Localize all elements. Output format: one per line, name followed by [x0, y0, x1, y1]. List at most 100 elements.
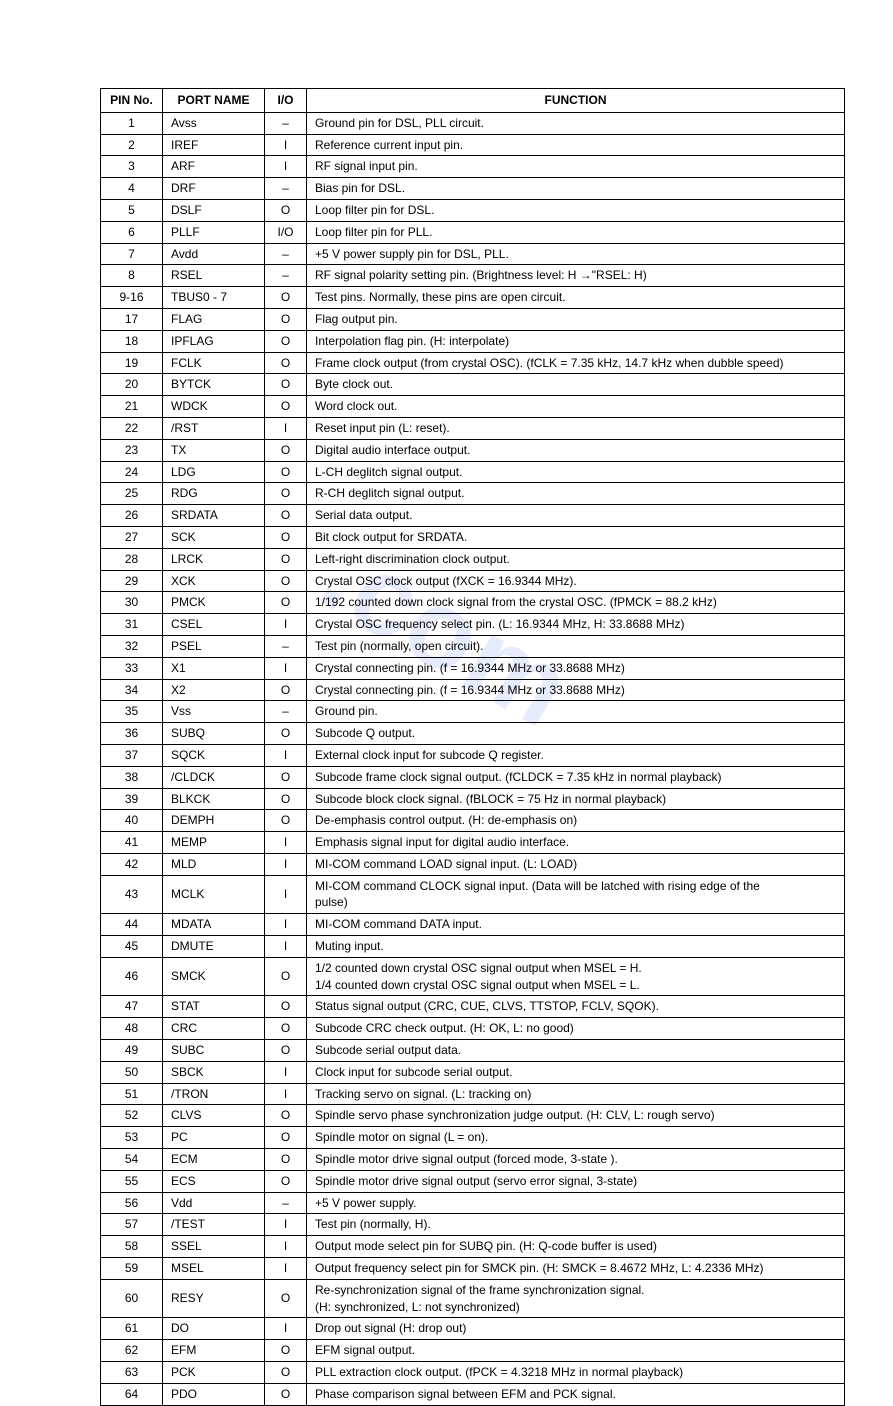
- cell-function-line: RF signal polarity setting pin. (Brightn…: [315, 267, 838, 284]
- cell-function-line: Flag output pin.: [315, 311, 838, 328]
- cell-io: O: [265, 308, 307, 330]
- cell-port: /RST: [163, 417, 265, 439]
- cell-function-line: Serial data output.: [315, 507, 838, 524]
- cell-function-line: Crystal connecting pin. (f = 16.9344 MHz…: [315, 682, 838, 699]
- cell-function-line: Subcode frame clock signal output. (fCLD…: [315, 769, 838, 786]
- cell-io: I: [265, 134, 307, 156]
- cell-pin: 4: [101, 178, 163, 200]
- cell-pin: 5: [101, 199, 163, 221]
- table-row: 45DMUTEIMuting input.: [101, 936, 845, 958]
- cell-io: I: [265, 1236, 307, 1258]
- table-row: 26SRDATAOSerial data output.: [101, 505, 845, 527]
- cell-io: –: [265, 178, 307, 200]
- cell-function: Subcode Q output.: [307, 723, 845, 745]
- cell-function: MI-COM command CLOCK signal input. (Data…: [307, 875, 845, 914]
- table-row: 32PSEL–Test pin (normally, open circuit)…: [101, 635, 845, 657]
- cell-io: O: [265, 1105, 307, 1127]
- cell-function-line: 1/2 counted down crystal OSC signal outp…: [315, 960, 838, 977]
- cell-io: I: [265, 832, 307, 854]
- cell-pin: 32: [101, 635, 163, 657]
- cell-io: –: [265, 635, 307, 657]
- col-header-pin: PIN No.: [101, 89, 163, 113]
- cell-port: SRDATA: [163, 505, 265, 527]
- cell-function-line: Byte clock out.: [315, 376, 838, 393]
- cell-io: O: [265, 439, 307, 461]
- table-row: 34X2OCrystal connecting pin. (f = 16.934…: [101, 679, 845, 701]
- cell-port: IREF: [163, 134, 265, 156]
- cell-port: PCK: [163, 1362, 265, 1384]
- table-row: 51/TRONITracking servo on signal. (L: tr…: [101, 1083, 845, 1105]
- cell-port: SUBC: [163, 1040, 265, 1062]
- cell-function-line: Subcode CRC check output. (H: OK, L: no …: [315, 1020, 838, 1037]
- cell-pin: 26: [101, 505, 163, 527]
- cell-port: X1: [163, 657, 265, 679]
- cell-function: Left-right discrimination clock output.: [307, 548, 845, 570]
- cell-function: +5 V power supply.: [307, 1192, 845, 1214]
- cell-pin: 60: [101, 1279, 163, 1318]
- cell-pin: 43: [101, 875, 163, 914]
- cell-function-line: Crystal OSC clock output (fXCK = 16.9344…: [315, 573, 838, 590]
- cell-pin: 45: [101, 936, 163, 958]
- cell-pin: 1: [101, 112, 163, 134]
- col-header-func: FUNCTION: [307, 89, 845, 113]
- cell-function: Crystal connecting pin. (f = 16.9344 MHz…: [307, 657, 845, 679]
- cell-function-line: Reference current input pin.: [315, 137, 838, 154]
- cell-function-line: Crystal connecting pin. (f = 16.9344 MHz…: [315, 660, 838, 677]
- cell-function: Re-synchronization signal of the frame s…: [307, 1279, 845, 1318]
- table-row: 28LRCKOLeft-right discrimination clock o…: [101, 548, 845, 570]
- table-row: 25RDGOR-CH deglitch signal output.: [101, 483, 845, 505]
- cell-function-line: Interpolation flag pin. (H: interpolate): [315, 333, 838, 350]
- cell-port: SCK: [163, 526, 265, 548]
- table-row: 3ARFIRF signal input pin.: [101, 156, 845, 178]
- cell-pin: 38: [101, 766, 163, 788]
- cell-io: O: [265, 396, 307, 418]
- cell-function-line: Spindle motor on signal (L = on).: [315, 1129, 838, 1146]
- page: .com PIN No. PORT NAME I/O FUNCTION 1Avs…: [0, 0, 893, 1263]
- cell-io: O: [265, 592, 307, 614]
- cell-function: MI-COM command LOAD signal input. (L: LO…: [307, 853, 845, 875]
- cell-io: O: [265, 1362, 307, 1384]
- cell-function: Serial data output.: [307, 505, 845, 527]
- cell-io: O: [265, 766, 307, 788]
- cell-io: I/O: [265, 221, 307, 243]
- cell-pin: 21: [101, 396, 163, 418]
- cell-function-line: Bit clock output for SRDATA.: [315, 529, 838, 546]
- cell-function: Emphasis signal input for digital audio …: [307, 832, 845, 854]
- cell-port: MLD: [163, 853, 265, 875]
- table-row: 43MCLKIMI-COM command CLOCK signal input…: [101, 875, 845, 914]
- cell-port: /CLDCK: [163, 766, 265, 788]
- cell-pin: 56: [101, 1192, 163, 1214]
- cell-io: O: [265, 996, 307, 1018]
- cell-pin: 47: [101, 996, 163, 1018]
- table-row: 30PMCKO1/192 counted down clock signal f…: [101, 592, 845, 614]
- cell-io: O: [265, 1127, 307, 1149]
- table-row: 60RESYORe-synchronization signal of the …: [101, 1279, 845, 1318]
- table-row: 58SSELIOutput mode select pin for SUBQ p…: [101, 1236, 845, 1258]
- cell-function: Output frequency select pin for SMCK pin…: [307, 1258, 845, 1280]
- cell-port: PMCK: [163, 592, 265, 614]
- cell-function: EFM signal output.: [307, 1340, 845, 1362]
- cell-function-line: Ground pin for DSL, PLL circuit.: [315, 115, 838, 132]
- table-row: 20BYTCKOByte clock out.: [101, 374, 845, 396]
- cell-io: O: [265, 788, 307, 810]
- table-row: 55ECSOSpindle motor drive signal output …: [101, 1170, 845, 1192]
- cell-pin: 17: [101, 308, 163, 330]
- cell-function-line: De-emphasis control output. (H: de-empha…: [315, 812, 838, 829]
- cell-pin: 54: [101, 1149, 163, 1171]
- cell-pin: 35: [101, 701, 163, 723]
- cell-function: Reset input pin (L: reset).: [307, 417, 845, 439]
- cell-pin: 64: [101, 1383, 163, 1405]
- table-row: 22/RSTIReset input pin (L: reset).: [101, 417, 845, 439]
- table-row: 17FLAGOFlag output pin.: [101, 308, 845, 330]
- cell-io: I: [265, 1214, 307, 1236]
- cell-function-line: Tracking servo on signal. (L: tracking o…: [315, 1086, 838, 1103]
- cell-io: O: [265, 723, 307, 745]
- cell-io: O: [265, 330, 307, 352]
- cell-pin: 6: [101, 221, 163, 243]
- cell-function-line: External clock input for subcode Q regis…: [315, 747, 838, 764]
- cell-function-line: Left-right discrimination clock output.: [315, 551, 838, 568]
- table-row: 19FCLKOFrame clock output (from crystal …: [101, 352, 845, 374]
- cell-port: CLVS: [163, 1105, 265, 1127]
- cell-function: Crystal OSC frequency select pin. (L: 16…: [307, 614, 845, 636]
- cell-function-line: 1/192 counted down clock signal from the…: [315, 594, 838, 611]
